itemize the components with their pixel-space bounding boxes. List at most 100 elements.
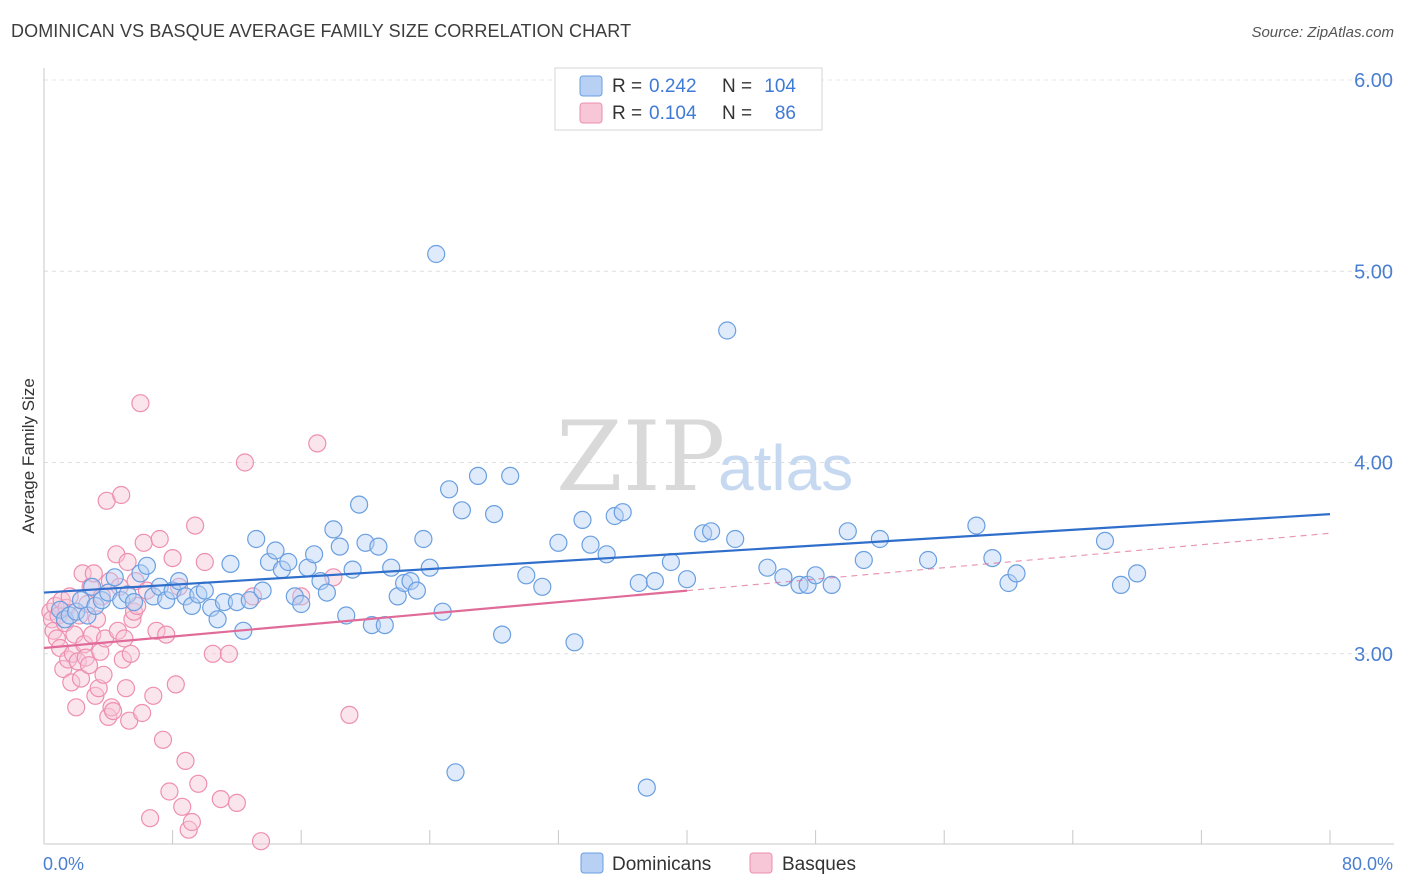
tick-labels-layer: 3.00 4.00 5.00 6.00 0.0% 80.0% — [43, 70, 1393, 874]
legend-n-value-0: 104 — [764, 76, 796, 97]
point-dominicans-69 — [517, 566, 536, 585]
point-dominicans-56 — [401, 571, 420, 591]
point-basques-56 — [134, 533, 153, 552]
point-dominicans-82 — [677, 570, 697, 589]
point-dominicans-27 — [214, 592, 234, 612]
point-basques-71 — [182, 812, 201, 832]
point-dominicans-97 — [983, 548, 1002, 568]
point-dominicans-79 — [637, 778, 656, 797]
y-tick-label-1: 4.00 — [1354, 453, 1393, 475]
bottom-legend-swatch-dominicans — [580, 852, 604, 874]
point-dominicans-20 — [169, 571, 189, 591]
point-dominicans-87 — [774, 568, 793, 587]
point-dominicans-72 — [565, 633, 584, 652]
point-basques-64 — [160, 782, 179, 801]
point-basques-72 — [186, 516, 205, 535]
point-dominicans-77 — [613, 503, 632, 522]
point-dominicans-0 — [50, 600, 70, 619]
point-basques-29 — [87, 610, 107, 629]
watermark-zip: ZIP — [556, 401, 725, 513]
point-basques-15 — [65, 625, 84, 644]
point-dominicans-66 — [485, 504, 504, 524]
point-dominicans-102 — [1127, 564, 1147, 583]
point-dominicans-41 — [305, 545, 324, 564]
point-basques-16 — [67, 698, 86, 717]
legend-box: R = 0.242 N = 104 R = 0.104 N = 86 — [554, 67, 823, 131]
point-dominicans-10 — [105, 568, 124, 587]
point-dominicans-53 — [382, 558, 401, 577]
point-dominicans-67 — [493, 625, 512, 644]
legend-r-value-0: 0.242 — [649, 76, 697, 97]
point-dominicans-62 — [440, 480, 459, 499]
point-dominicans-84 — [701, 522, 721, 541]
point-basques-77 — [227, 793, 246, 813]
point-dominicans-57 — [407, 581, 426, 600]
point-dominicans-78 — [629, 573, 648, 593]
point-dominicans-45 — [330, 537, 349, 556]
point-dominicans-85 — [726, 529, 745, 549]
bottom-legend-swatch-basques — [749, 852, 773, 874]
point-basques-78 — [235, 453, 254, 472]
point-dominicans-3 — [67, 602, 86, 621]
point-dominicans-14 — [131, 564, 150, 583]
x-tick-label-0: 0.0% — [43, 854, 84, 874]
point-dominicans-101 — [1111, 575, 1131, 595]
legend-n-value-1: 86 — [775, 103, 796, 124]
point-dominicans-99 — [1007, 564, 1026, 583]
point-basques-73 — [189, 774, 208, 793]
point-dominicans-51 — [369, 537, 388, 556]
point-basques-63 — [157, 625, 176, 644]
point-dominicans-58 — [414, 529, 433, 549]
legend-r-label-1: R = — [612, 103, 642, 124]
point-basques-46 — [116, 679, 136, 698]
legend-r-label-0: R = — [612, 76, 642, 97]
legend-n-label-0: N = — [722, 76, 752, 97]
y-tick-label-0: 3.00 — [1354, 644, 1393, 666]
point-dominicans-81 — [661, 552, 681, 572]
point-dominicans-37 — [279, 552, 298, 572]
point-basques-80 — [251, 832, 271, 851]
point-dominicans-75 — [597, 545, 616, 564]
point-dominicans-6 — [83, 577, 102, 596]
grid-layer — [44, 79, 1394, 655]
y-axis-label: Average Family Size — [19, 378, 38, 534]
point-dominicans-33 — [253, 581, 272, 600]
legend-swatch-basques — [579, 102, 603, 124]
point-dominicans-63 — [446, 763, 465, 782]
legend-r-value-1: 0.104 — [649, 103, 697, 124]
point-dominicans-91 — [822, 575, 841, 595]
point-dominicans-39 — [292, 594, 311, 614]
point-dominicans-95 — [918, 550, 938, 570]
point-basques-19 — [71, 669, 91, 688]
trend-line-extension-basques — [686, 532, 1331, 592]
point-basques-75 — [203, 644, 222, 663]
point-dominicans-74 — [581, 535, 600, 554]
point-dominicans-50 — [362, 615, 381, 635]
point-basques-33 — [94, 665, 113, 684]
y-tick-label-2: 5.00 — [1354, 261, 1393, 283]
point-basques-58 — [141, 809, 160, 828]
point-dominicans-92 — [838, 522, 857, 541]
point-basques-81 — [292, 587, 311, 606]
point-dominicans-94 — [870, 529, 890, 549]
point-basques-13 — [62, 673, 81, 692]
point-basques-60 — [147, 621, 166, 640]
point-basques-61 — [150, 529, 169, 549]
legend-n-label-1: N = — [722, 103, 752, 124]
point-dominicans-31 — [240, 591, 259, 610]
point-dominicans-100 — [1095, 531, 1115, 551]
point-dominicans-35 — [266, 541, 285, 560]
point-basques-66 — [166, 675, 185, 694]
point-dominicans-44 — [324, 520, 343, 539]
y-tick-label-3: 6.00 — [1354, 70, 1393, 92]
point-basques-65 — [163, 548, 182, 568]
point-dominicans-71 — [549, 533, 568, 552]
point-dominicans-18 — [157, 591, 176, 610]
point-basques-39 — [103, 701, 123, 721]
point-dominicans-103 — [718, 321, 737, 340]
point-basques-69 — [176, 751, 195, 771]
point-basques-45 — [115, 629, 134, 648]
point-basques-8 — [54, 659, 73, 679]
point-basques-82 — [308, 434, 327, 453]
